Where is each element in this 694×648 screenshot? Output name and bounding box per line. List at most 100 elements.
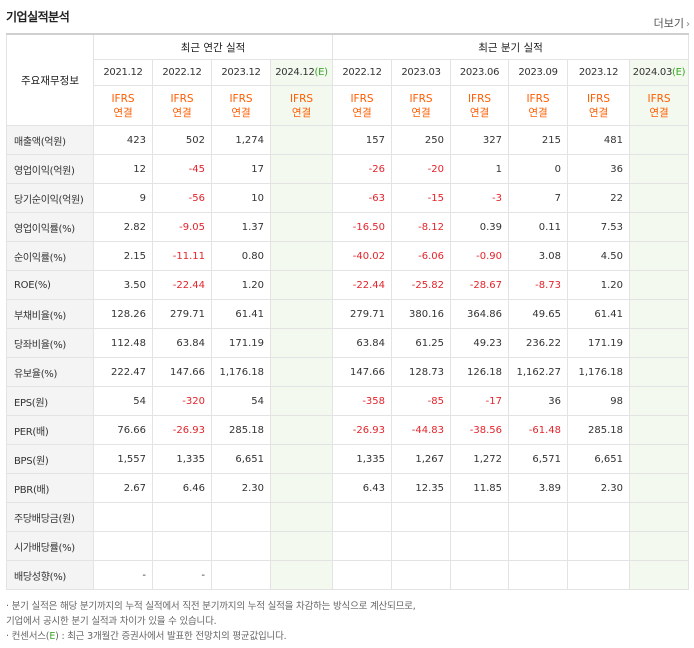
- row-label: 영업이익(억원): [6, 154, 94, 184]
- ifrs-label: IFRS: [289, 92, 314, 105]
- table-cell: [629, 212, 690, 242]
- consolidated-label: 연결: [113, 106, 133, 119]
- table-cell: [629, 125, 690, 155]
- more-link[interactable]: 더보기 ›: [654, 15, 690, 31]
- table-cell: [629, 473, 690, 503]
- table-row: 유보율(%) 222.47 147.66 1,176.18 147.66 128.73 12…: [6, 357, 690, 387]
- table-row: 주당배당금(원): [6, 502, 690, 532]
- table-cell: -40.02: [332, 241, 393, 271]
- table-cell: [269, 386, 334, 416]
- period-label: 2023.12: [221, 67, 261, 78]
- period-header-quarter-4: 2023.12: [567, 59, 631, 86]
- footnote-consensus-prefix: · 컨센서스(: [6, 631, 50, 642]
- ifrs-label: IFRS: [229, 92, 253, 105]
- table-cell: 2.30: [211, 473, 271, 503]
- table-cell: -16.50: [332, 212, 393, 242]
- consolidated-label: 연결: [231, 106, 251, 119]
- table-cell: [269, 415, 334, 445]
- ifrs-basis-quarter-0: IFRS 연결: [332, 85, 393, 126]
- table-cell: 0: [508, 154, 569, 184]
- period-header-annual-0: 2021.12: [93, 59, 153, 86]
- ifrs-basis-annual-3: IFRS 연결: [269, 85, 334, 126]
- table-cell: [629, 328, 690, 358]
- table-row: 배당성향(%) - -: [6, 560, 690, 590]
- table-cell: [508, 531, 569, 561]
- table-cell: 364.86: [450, 299, 510, 329]
- consolidated-label: 연결: [469, 106, 490, 119]
- table-cell: [629, 299, 690, 329]
- table-cell: -9.05: [152, 212, 212, 242]
- table-cell: 2.67: [93, 473, 153, 503]
- table-row: EPS(원) 54 -320 54 -358 -85 -17 36 98: [6, 386, 690, 416]
- table-cell: 12: [93, 154, 153, 184]
- footnote-quarterly-cont: 기업에서 공시한 분기 실적과 차이가 있을 수 있습니다.: [6, 616, 217, 627]
- table-cell: 63.84: [332, 328, 393, 358]
- table-cell: -28.67: [450, 270, 510, 300]
- table-cell: 12.35: [391, 473, 452, 503]
- consolidated-label: 연결: [649, 106, 669, 119]
- ifrs-basis-quarter-4: IFRS 연결: [567, 85, 631, 126]
- table-cell: 147.66: [332, 357, 393, 387]
- table-cell: 327: [450, 125, 510, 155]
- table-cell: 6,571: [508, 444, 569, 474]
- table-cell: 36: [508, 386, 569, 416]
- table-row: 영업이익(억원) 12 -45 17 -26 -20 1 0 36: [6, 154, 690, 184]
- period-label: 2024.03: [632, 67, 673, 78]
- table-cell: [332, 531, 393, 561]
- table-cell: [332, 502, 393, 532]
- table-cell: 1,162.27: [508, 357, 569, 387]
- consolidated-label: 연결: [528, 106, 548, 119]
- table-row: PBR(배) 2.67 6.46 2.30 6.43 12.35 11.85 3.89 2.30: [6, 473, 690, 503]
- table-cell: -56: [152, 183, 212, 213]
- table-cell: 147.66: [152, 357, 212, 387]
- table-cell: [391, 560, 452, 590]
- table-cell: 1.20: [567, 270, 631, 300]
- table-cell: [450, 560, 510, 590]
- table-cell: [508, 502, 569, 532]
- table-cell: 9: [93, 183, 153, 213]
- table-cell: [269, 212, 334, 242]
- table-row: 당좌비율(%) 112.48 63.84 171.19 63.84 61.25 49.23 2…: [6, 328, 690, 358]
- row-label: PER(배): [6, 415, 94, 445]
- table-cell: 49.65: [508, 299, 569, 329]
- table-cell: 157: [332, 125, 393, 155]
- row-label: 당기순이익(억원): [6, 183, 94, 213]
- period-label: 2023.12: [578, 67, 619, 78]
- table-cell: [629, 444, 690, 474]
- ifrs-label: IFRS: [409, 92, 433, 105]
- table-cell: [269, 357, 334, 387]
- table-cell: -0.90: [450, 241, 510, 271]
- table-cell: 3.89: [508, 473, 569, 503]
- table-cell: [629, 183, 690, 213]
- consolidated-label: 연결: [352, 106, 372, 119]
- ifrs-label: IFRS: [467, 92, 492, 105]
- period-label: 2023.09: [518, 67, 558, 78]
- table-cell: 11.85: [450, 473, 510, 503]
- table-cell: 1,335: [152, 444, 212, 474]
- table-cell: 1: [450, 154, 510, 184]
- table-cell: [269, 125, 334, 155]
- row-label: 부채비율(%): [6, 299, 94, 329]
- table-cell: 0.11: [508, 212, 569, 242]
- table-cell: -17: [450, 386, 510, 416]
- table-cell: 1,272: [450, 444, 510, 474]
- table-cell: -6.06: [391, 241, 452, 271]
- period-header-quarter-2: 2023.06: [450, 59, 510, 86]
- table-cell: [629, 386, 690, 416]
- table-cell: 0.39: [450, 212, 510, 242]
- table-cell: 1,557: [93, 444, 153, 474]
- table-cell: 171.19: [211, 328, 271, 358]
- table-cell: [93, 531, 153, 561]
- table-cell: 3.50: [93, 270, 153, 300]
- table-cell: 7: [508, 183, 569, 213]
- table-cell: [269, 154, 334, 184]
- table-cell: [269, 299, 334, 329]
- chevron-right-icon: ›: [686, 19, 690, 30]
- table-cell: -: [152, 560, 212, 590]
- table-cell: [629, 357, 690, 387]
- ifrs-label: IFRS: [647, 92, 671, 105]
- table-row: PER(배) 76.66 -26.93 285.18 -26.93 -44.83 -38.5…: [6, 415, 690, 445]
- table-cell: [508, 560, 569, 590]
- table-cell: 3.08: [508, 241, 569, 271]
- financial-table: 주요재무정보 최근 연간 실적 최근 분기 실적 2021.12 2022.12 2…: [6, 33, 690, 590]
